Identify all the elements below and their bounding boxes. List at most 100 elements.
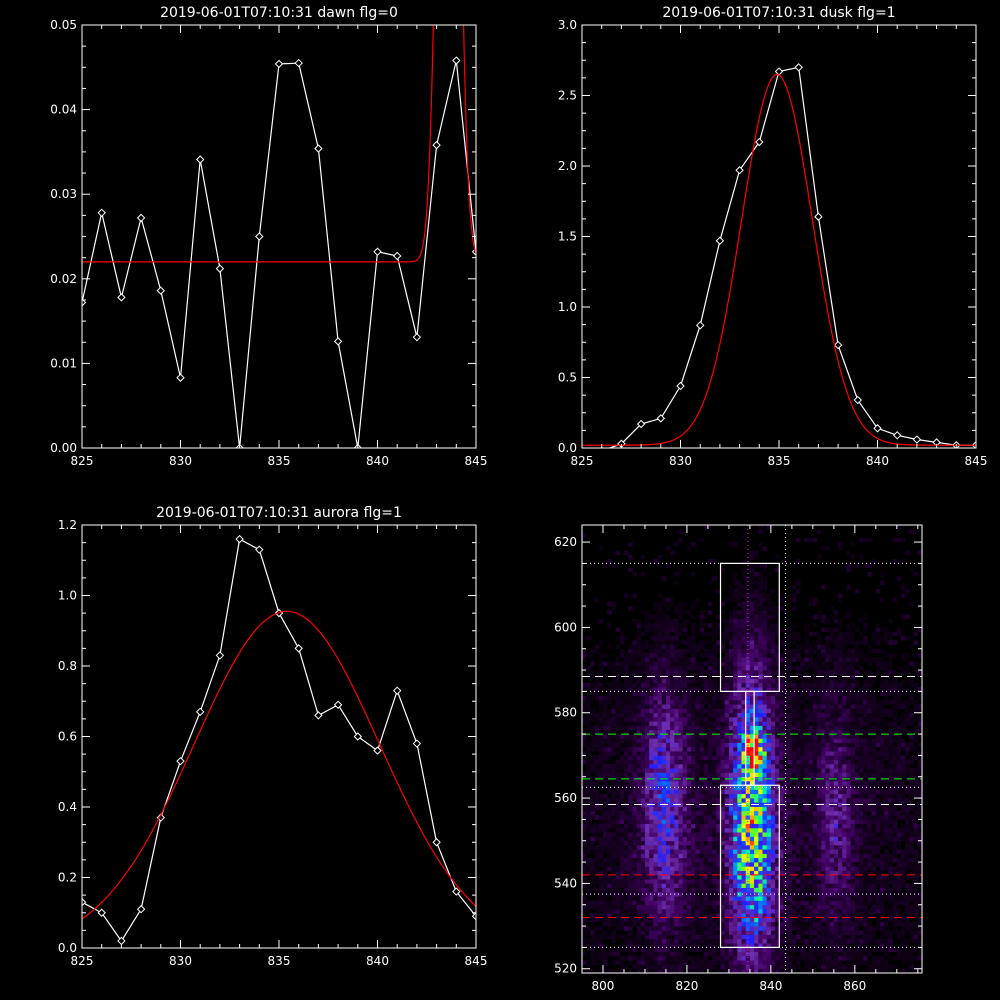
- heatmap-cell: [628, 909, 633, 914]
- heatmap-cell: [582, 823, 587, 829]
- heatmap-cell: [749, 862, 755, 867]
- heatmap-cell: [691, 960, 696, 965]
- heatmap-cell: [888, 896, 893, 901]
- heatmap-cell: [699, 887, 704, 893]
- heatmap-cell: [875, 810, 881, 816]
- heatmap-cell: [821, 887, 826, 893]
- heatmap-cell: [657, 862, 663, 867]
- heatmap-cell: [640, 815, 646, 820]
- heatmap-cell: [854, 823, 860, 829]
- heatmap-cell: [783, 849, 788, 854]
- heatmap-cell: [745, 725, 751, 731]
- heatmap-cell: [846, 930, 851, 935]
- heatmap-cell: [783, 853, 788, 859]
- heatmap-cell: [775, 806, 780, 812]
- heatmap-cell: [833, 955, 839, 961]
- heatmap-cell: [863, 819, 868, 824]
- heatmap-cell: [649, 943, 654, 948]
- heatmap-cell: [901, 806, 906, 812]
- heatmap-cell: [838, 951, 843, 957]
- heatmap-cell: [770, 947, 776, 952]
- heatmap-cell: [682, 781, 688, 786]
- heatmap-cell: [678, 904, 683, 910]
- heatmap-cell: [863, 874, 868, 880]
- heatmap-cell: [645, 827, 650, 833]
- heatmap-cell: [640, 849, 646, 854]
- heatmap-cell: [653, 781, 658, 786]
- heatmap-cell: [917, 793, 922, 799]
- heatmap-cell: [842, 725, 847, 731]
- heatmap-cell: [737, 866, 742, 871]
- heatmap-cell: [791, 862, 797, 867]
- heatmap-cell: [766, 815, 772, 820]
- heatmap-cell: [657, 964, 663, 970]
- heatmap-cell: [783, 725, 788, 731]
- heatmap-cell: [766, 943, 772, 948]
- heatmap-cell: [808, 746, 814, 752]
- heatmap-cell: [636, 751, 642, 756]
- heatmap-cell: [833, 734, 839, 739]
- heatmap-cell: [741, 879, 746, 884]
- heatmap-cell: [598, 943, 604, 948]
- heatmap-cell: [653, 874, 658, 880]
- heatmap-cell: [691, 785, 696, 790]
- heatmap-cell: [674, 746, 679, 752]
- heatmap-cell: [884, 768, 889, 773]
- heatmap-cell: [850, 840, 856, 846]
- heatmap-cell: [649, 781, 654, 786]
- x-tick-label: 835: [268, 454, 291, 468]
- heatmap-cell: [766, 768, 772, 773]
- heatmap-cell: [720, 917, 725, 923]
- heatmap-cell: [812, 938, 818, 944]
- heatmap-cell: [758, 827, 763, 833]
- heatmap-cell: [905, 746, 910, 752]
- data-point-marker: [412, 332, 422, 342]
- heatmap-cell: [812, 934, 818, 940]
- heatmap-cell: [791, 866, 797, 871]
- heatmap-cell: [762, 738, 767, 743]
- heatmap-cell: [691, 883, 696, 888]
- heatmap-cell: [598, 721, 604, 726]
- heatmap-cell: [749, 725, 755, 731]
- heatmap-cell: [737, 827, 742, 833]
- heatmap-cell: [854, 725, 860, 731]
- heatmap-cell: [829, 951, 835, 957]
- heatmap-cell: [770, 798, 776, 803]
- heatmap-cell: [728, 738, 734, 743]
- heatmap-cell: [590, 823, 595, 829]
- heatmap-cell: [796, 759, 801, 765]
- heatmap-cell: [724, 921, 730, 927]
- heatmap-cell: [758, 742, 763, 748]
- heatmap-cell: [720, 968, 725, 973]
- heatmap-cell: [733, 832, 738, 837]
- heatmap-cell: [917, 921, 922, 927]
- heatmap-cell: [590, 729, 595, 735]
- heatmap-cell: [754, 887, 759, 893]
- heatmap-cell: [661, 862, 667, 867]
- heatmap-cell: [871, 742, 877, 748]
- heatmap-cell: [741, 734, 746, 739]
- heatmap-cell: [741, 793, 746, 799]
- heatmap-cell: [695, 755, 700, 760]
- heatmap-cell: [603, 964, 608, 970]
- data-point-marker: [136, 213, 146, 223]
- heatmap-cell: [615, 746, 621, 752]
- heatmap-cell: [871, 955, 877, 961]
- heatmap-cell: [678, 836, 683, 842]
- heatmap-cell: [695, 960, 700, 965]
- heatmap-cell: [842, 755, 847, 760]
- heatmap-cell: [775, 887, 780, 893]
- heatmap-cell: [770, 926, 776, 931]
- heatmap-cell: [632, 823, 637, 829]
- heatmap-cell: [661, 785, 667, 790]
- heatmap-cell: [838, 900, 843, 906]
- heatmap-cell: [699, 874, 704, 880]
- heatmap-cell: [770, 806, 776, 812]
- heatmap-cell: [833, 896, 839, 901]
- heatmap-cell: [636, 887, 642, 893]
- heatmap-cell: [888, 845, 893, 850]
- heatmap-cell: [762, 819, 767, 824]
- heatmap-cell: [640, 751, 646, 756]
- heatmap-cell: [716, 853, 721, 859]
- heatmap-cell: [905, 798, 910, 803]
